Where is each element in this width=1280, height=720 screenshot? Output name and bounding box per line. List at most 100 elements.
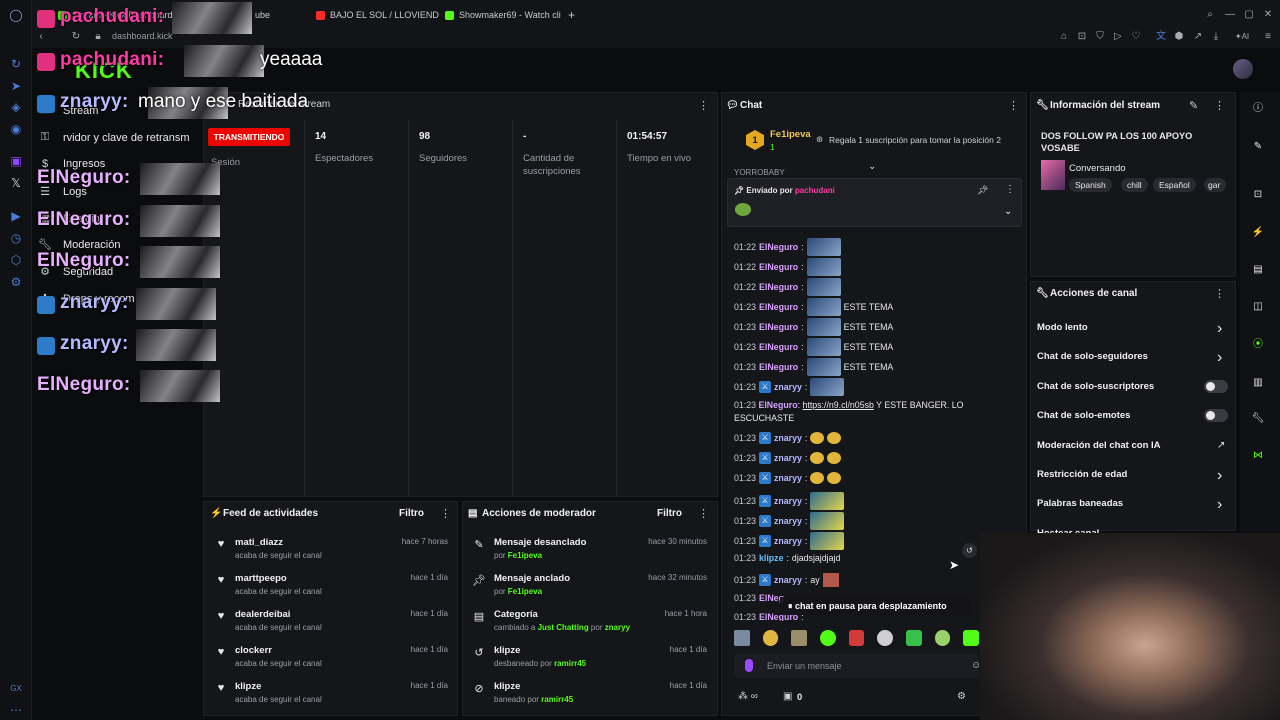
- chat-message[interactable]: 01:23 ⚔ znaryy:: [734, 452, 842, 464]
- mod-filter-button[interactable]: Filtro: [657, 508, 682, 519]
- pencil-icon[interactable]: ✎: [1253, 141, 1263, 152]
- mod-sub-user[interactable]: Fe1ipeva: [507, 551, 543, 560]
- url-field[interactable]: dashboard.kick: [112, 31, 173, 41]
- emote-icon[interactable]: [820, 630, 836, 646]
- collapse-icon[interactable]: ⌄: [868, 161, 877, 172]
- heart-icon[interactable]: ♡: [1131, 31, 1141, 42]
- layout-icon[interactable]: ▥: [1253, 377, 1263, 388]
- share-nodes-icon[interactable]: ⋈: [1253, 450, 1263, 461]
- chat-link[interactable]: https://n9.cl/n05sb: [802, 400, 874, 410]
- translate-icon[interactable]: 文: [1156, 31, 1166, 42]
- mod-menu-icon[interactable]: ⋮: [698, 508, 709, 520]
- chat-username[interactable]: znaryy: [774, 453, 802, 463]
- external-link-icon[interactable]: ↗: [1217, 439, 1226, 451]
- broadcast-icon[interactable]: ⦿: [1253, 339, 1263, 350]
- chevron-right-icon[interactable]: ›: [1217, 320, 1223, 337]
- chat-message[interactable]: 01:23 ⚔ znaryy:: [734, 378, 845, 396]
- chat-message[interactable]: 01:23 ElNeguro: ESTE TEMA: [734, 358, 893, 376]
- chat-username[interactable]: znaryy: [774, 536, 802, 546]
- minimize-icon[interactable]: —: [1225, 9, 1235, 20]
- channel-action-2[interactable]: Chat de solo-suscriptores: [1037, 380, 1155, 392]
- wrench-icon[interactable]: 🔧︎: [1251, 413, 1265, 424]
- tag-chip[interactable]: Spanish: [1069, 178, 1112, 192]
- chat-username[interactable]: ElNeguro: [759, 302, 799, 312]
- nav-server-key[interactable]: ⚿ rvidor y clave de retransm: [37, 131, 190, 144]
- emote-icon[interactable]: [734, 630, 750, 646]
- activity-username[interactable]: mati_diazz: [235, 537, 284, 548]
- emote-icon[interactable]: [963, 630, 980, 646]
- info-menu-icon[interactable]: ⋮: [1214, 100, 1225, 112]
- unpin-icon[interactable]: 📌︎: [977, 185, 989, 195]
- nav-ingresos[interactable]: $ Ingresos: [37, 158, 105, 170]
- chat-message[interactable]: 01:23 ElNeg: [734, 593, 784, 603]
- activity-username[interactable]: marttpeepo: [235, 573, 287, 584]
- reload-icon[interactable]: ↻: [71, 31, 81, 42]
- chat-message[interactable]: 01:23 ElNeguro: ESTE TEMA: [734, 338, 893, 356]
- focus-icon[interactable]: ⊡: [1253, 189, 1263, 200]
- sidebar-clock-icon[interactable]: ◷: [10, 231, 22, 245]
- sidebar-cube-icon[interactable]: ⬡: [10, 253, 22, 267]
- search-tabs-icon[interactable]: ⌕: [1207, 9, 1213, 20]
- chevron-right-icon[interactable]: ›: [1217, 349, 1223, 367]
- chest-icon[interactable]: ▣: [783, 691, 793, 702]
- activity-username[interactable]: klipze: [235, 681, 262, 692]
- chat-username[interactable]: znaryy: [774, 433, 802, 443]
- channel-action-4[interactable]: Moderación del chat con IA: [1037, 439, 1161, 451]
- users-icon[interactable]: ⁂ ∞: [738, 691, 758, 702]
- screenshot-icon[interactable]: ⊡: [1077, 31, 1087, 42]
- emote-icon[interactable]: [848, 630, 865, 646]
- extensions-icon[interactable]: ⬢: [1174, 31, 1184, 42]
- kick-logo[interactable]: KICK: [75, 58, 133, 83]
- nav-seguridad[interactable]: ⚙ Seguridad: [37, 265, 113, 279]
- shield-icon[interactable]: ⛉: [1096, 31, 1104, 42]
- chat-settings-icon[interactable]: ⚙: [957, 691, 966, 702]
- tag-chip[interactable]: Español: [1153, 178, 1196, 192]
- chat-message[interactable]: 01:23 ⚔ znaryy:: [734, 492, 845, 510]
- info-icon[interactable]: ⓘ: [1253, 103, 1263, 114]
- sidebar-bag-icon[interactable]: ◈: [11, 100, 21, 114]
- chat-message[interactable]: 01:23 ⚔ znaryy:: [734, 472, 842, 484]
- chat-username[interactable]: ElNeg: [759, 593, 784, 603]
- nav-estudio[interactable]: ▦ Estudio: [37, 212, 100, 226]
- chat-username[interactable]: ElNeguro: [759, 342, 799, 352]
- sidebar-more-icon[interactable]: ⋯: [10, 703, 22, 717]
- channel-action-7[interactable]: Hostear canal: [1037, 528, 1099, 537]
- tab-showmaker[interactable]: Showmaker69 - Watch cli: [445, 6, 561, 24]
- chat-username[interactable]: ElNeguro: [759, 322, 799, 332]
- list-icon[interactable]: ▤: [1253, 264, 1263, 275]
- emote-picker-icon[interactable]: ☺: [971, 660, 982, 671]
- activity-filter-button[interactable]: Filtro: [399, 508, 424, 519]
- pinned-menu-icon[interactable]: ⋮: [1005, 184, 1015, 195]
- sidebar-refresh-icon[interactable]: ↻: [10, 57, 22, 71]
- gift-sub-text[interactable]: Regala 1 suscripción para tomar la posic…: [829, 135, 1001, 145]
- chat-message[interactable]: 01:22 ElNeguro:: [734, 258, 841, 276]
- chat-username[interactable]: klipze: [759, 553, 784, 563]
- session-menu-icon[interactable]: ⋮: [698, 100, 709, 112]
- sidebar-messenger-icon[interactable]: ◉: [10, 122, 22, 136]
- twitch-icon[interactable]: ▣: [10, 154, 22, 168]
- sidebar-arrow-icon[interactable]: ➤: [10, 79, 22, 93]
- emote-icon[interactable]: [762, 630, 779, 646]
- chat-username[interactable]: ElNeguro: [758, 400, 798, 410]
- chat-icon[interactable]: ◫: [1253, 301, 1263, 312]
- chat-username[interactable]: ElNeguro: [759, 262, 799, 272]
- chat-message[interactable]: 01:23 ElNeguro: https://n9.cl/n05sb Y ES…: [734, 399, 964, 425]
- chat-input[interactable]: [734, 654, 979, 678]
- channel-action-6[interactable]: Palabras baneadas: [1037, 498, 1124, 510]
- chat-paused-banner[interactable]: ⏸︎ chat en pausa para desplazamiento: [780, 597, 970, 615]
- opera-logo-icon[interactable]: ◯: [9, 8, 23, 22]
- activity-username[interactable]: dealerdeibai: [235, 609, 291, 620]
- tab-youtube[interactable]: ube: [255, 10, 271, 20]
- edit-icon[interactable]: ✎: [1189, 100, 1199, 112]
- chat-username[interactable]: znaryy: [774, 575, 802, 585]
- nav-moderacion[interactable]: 🔧︎ Moderación: [38, 238, 121, 252]
- chat-username[interactable]: znaryy: [774, 473, 802, 483]
- chat-username[interactable]: ElNeguro: [759, 282, 799, 292]
- chat-message[interactable]: 01:23 ⚔ znaryy: ay: [734, 573, 839, 587]
- maximize-icon[interactable]: ▢: [1244, 9, 1254, 20]
- chat-username[interactable]: znaryy: [774, 496, 802, 506]
- user-avatar[interactable]: [1233, 59, 1253, 79]
- snapshot-icon[interactable]: ⌂: [1060, 31, 1068, 42]
- pinned-message[interactable]: [727, 178, 1022, 227]
- close-window-icon[interactable]: ✕: [1263, 9, 1273, 20]
